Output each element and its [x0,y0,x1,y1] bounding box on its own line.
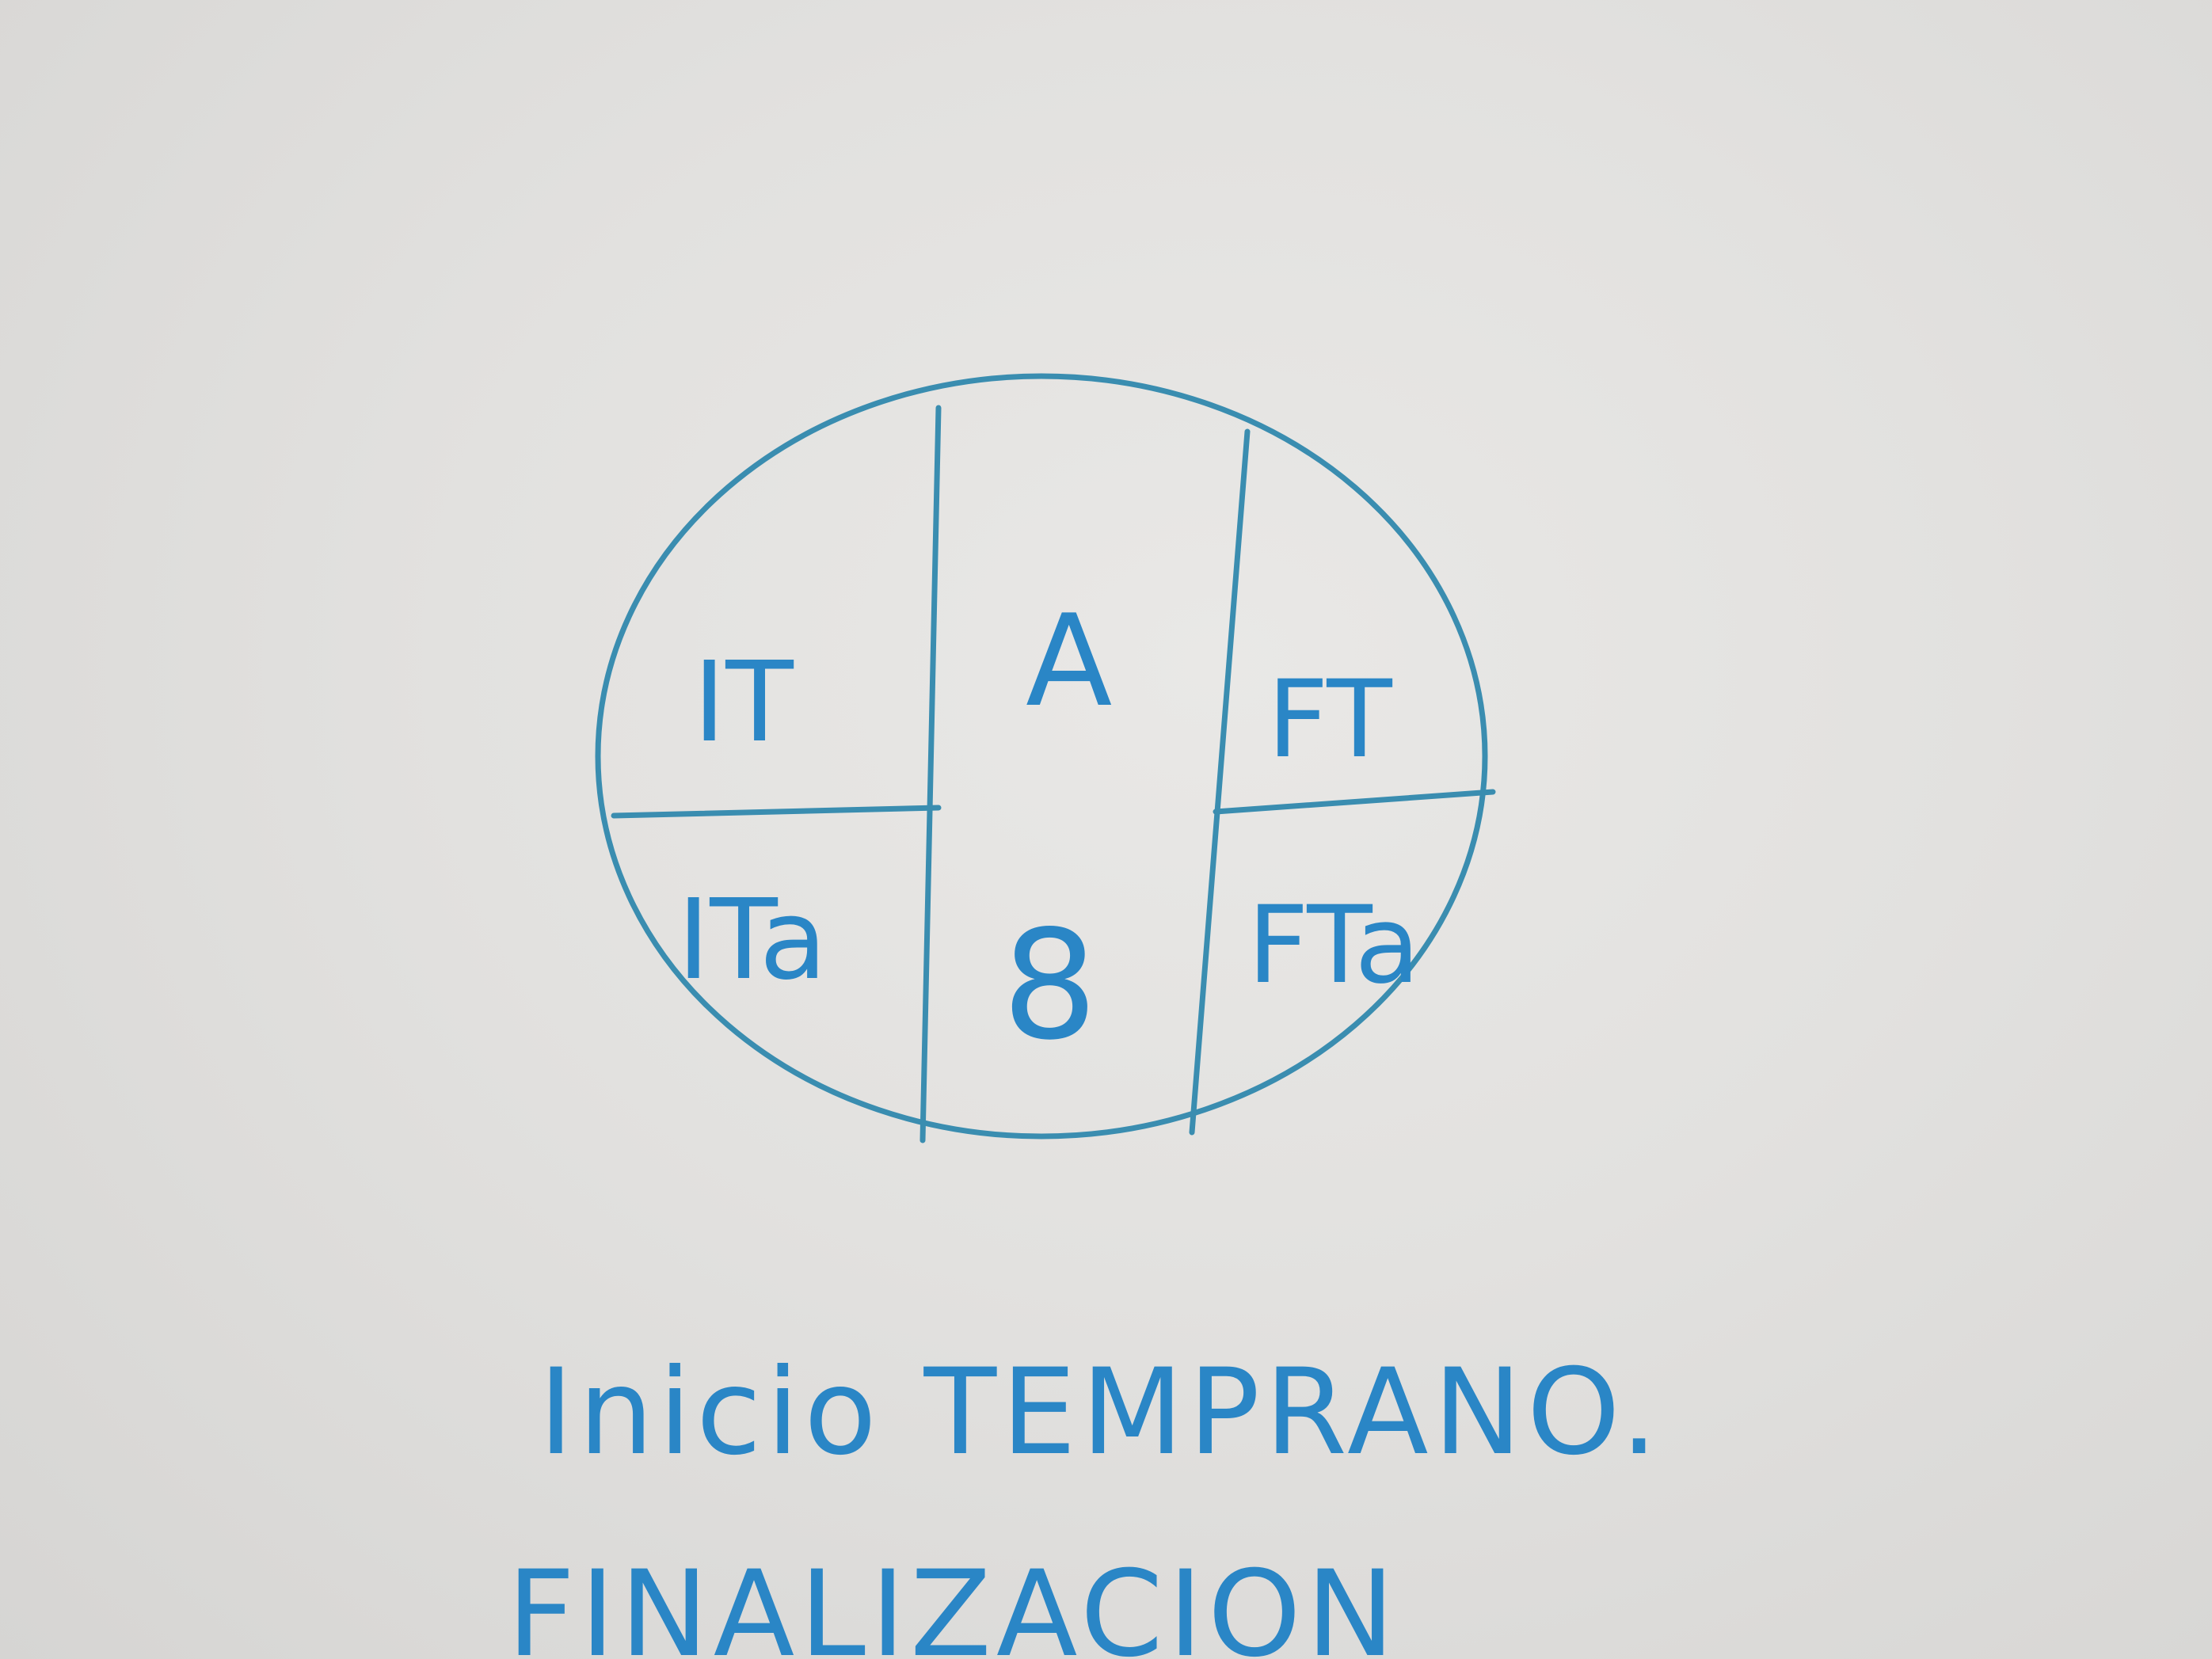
note-line-2: FINALIZACION [507,1546,1399,1659]
left-horizontal-divider [611,805,942,819]
late-start-label: ITa [677,876,827,1005]
left-divider [919,405,942,1143]
early-finish-label: FT [1267,657,1392,782]
activity-node: IT ITa A 8 FT FTa [595,373,1496,1143]
activity-name-label: A [1026,587,1112,735]
duration-label: 8 [1002,898,1098,1073]
early-start-label: IT [693,638,794,767]
notes-block: Inicio TEMPRANO. FINALIZACION [507,1344,1663,1659]
right-horizontal-divider [1213,789,1496,815]
node-outline [595,373,1488,1140]
late-finish-label: FTa [1247,883,1420,1007]
note-line-1: Inicio TEMPRANO. [539,1344,1663,1482]
right-divider [1189,428,1251,1136]
